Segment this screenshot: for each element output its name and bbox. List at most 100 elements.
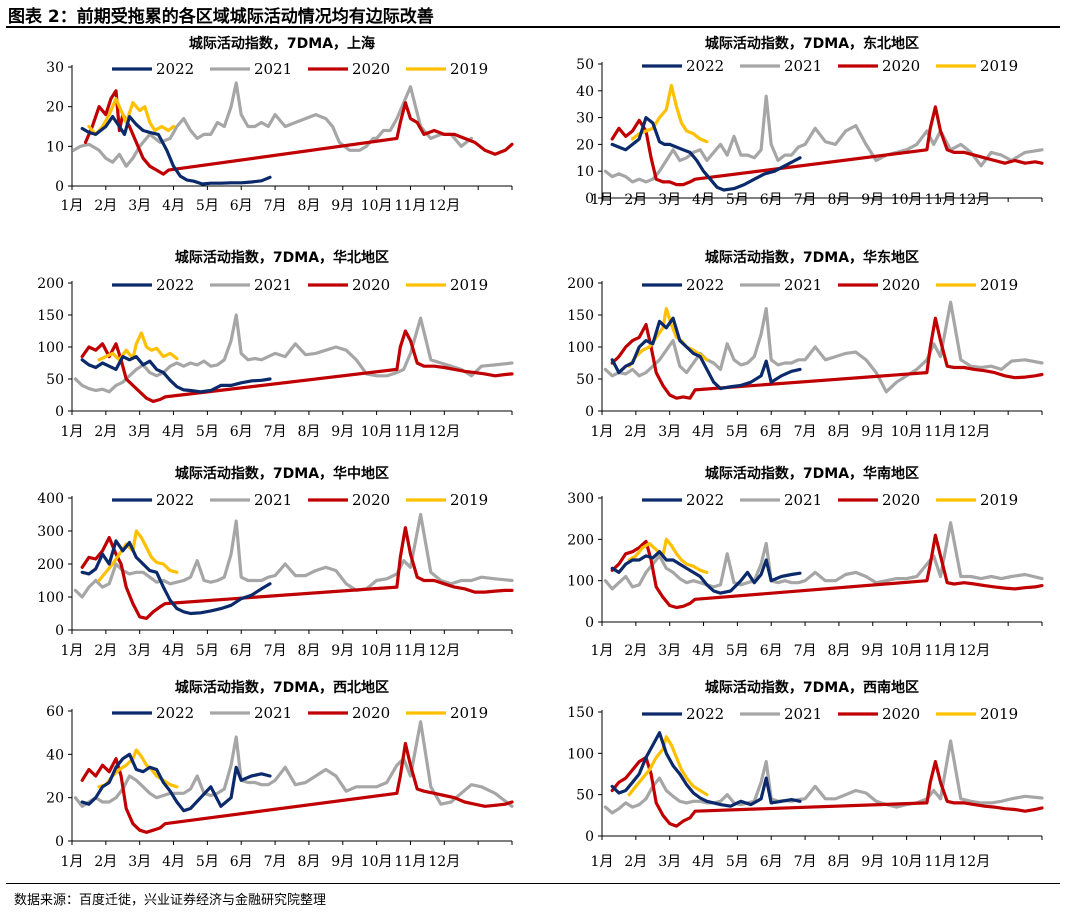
x-tick-label: 4月	[162, 198, 185, 214]
chart-svg-shanghai: 城际活动指数，7DMA，上海 0 10 20 30 1月 2月 3月 4月 5月 6月 7月 8月 9月 1…	[46, 35, 514, 214]
series-line-2022	[610, 731, 802, 808]
chart-title: 城际活动指数，7DMA，西北地区	[175, 679, 389, 696]
legend-label-2022: 2022	[156, 491, 194, 509]
x-tick-label: 11月	[925, 424, 957, 440]
chart-svg-northeast: 城际活动指数，7DMA，东北地区 0 10 20 30 40 50 1月 2月 3月 4月 5月 6月 7…	[576, 35, 1044, 208]
y-tick-label: 100	[37, 590, 64, 606]
y-tick-label: 0	[55, 834, 64, 850]
x-tick-label: 6月	[760, 424, 783, 440]
series-line-2022	[80, 115, 272, 186]
x-tick-label: 5月	[726, 424, 749, 440]
x-tick-label: 7月	[264, 643, 287, 659]
y-tick-label: 150	[567, 705, 594, 721]
chart-svg-east: 城际活动指数，7DMA，华东地区 0 50 100 150 200 1月 2月 3月 4月 5月 6月…	[567, 249, 1044, 440]
chart-title: 城际活动指数，7DMA，华中地区	[175, 465, 389, 482]
y-tick-label: 200	[567, 276, 594, 292]
series-line-2019	[627, 537, 709, 574]
legend-label-2021: 2021	[784, 57, 822, 75]
y-tick-label: 50	[576, 372, 594, 388]
x-tick-label: 6月	[760, 192, 783, 208]
legend-label-2022: 2022	[686, 276, 724, 294]
y-tick-label: 100	[567, 746, 594, 762]
x-tick-label: 8月	[297, 198, 320, 214]
x-tick-label: 2月	[94, 198, 117, 214]
x-tick-label: 10月	[361, 424, 393, 440]
chart-panel-north: 城际活动指数，7DMA，华北地区 0 50 100 150 200 1月 2月 3月 4月 5月 6月…	[10, 246, 530, 446]
series-line-2021	[72, 81, 473, 168]
x-tick-label: 12月	[958, 643, 990, 659]
y-tick-label: 60	[46, 704, 64, 720]
x-tick-label: 6月	[230, 854, 253, 870]
x-tick-label: 11月	[395, 643, 427, 659]
x-tick-label: 6月	[760, 854, 783, 870]
y-tick-label: 0	[585, 829, 594, 845]
series-line-2019	[97, 331, 179, 362]
series-line-2021	[603, 94, 1044, 184]
series-line-2020	[610, 316, 1044, 400]
x-tick-label: 1月	[61, 854, 84, 870]
x-tick-label: 3月	[658, 424, 681, 440]
chart-title: 城际活动指数，7DMA，上海	[189, 35, 375, 52]
x-tick-label: 8月	[827, 424, 850, 440]
legend-label-2019: 2019	[980, 705, 1018, 723]
x-tick-label: 9月	[861, 643, 884, 659]
y-tick-label: 300	[37, 524, 64, 540]
series-line-2019	[627, 307, 709, 368]
x-tick-label: 4月	[692, 854, 715, 870]
x-tick-label: 4月	[692, 424, 715, 440]
x-tick-label: 2月	[624, 854, 647, 870]
x-tick-label: 1月	[61, 424, 84, 440]
y-tick-label: 40	[46, 747, 64, 763]
legend-label-2022: 2022	[686, 57, 724, 75]
chart-svg-south: 城际活动指数，7DMA，华南地区 0 100 200 300 1月 2月 3月 4月 5月 6月 7月…	[567, 465, 1044, 659]
chart-panel-northwest: 城际活动指数，7DMA，西北地区 0 20 40 60 1月 2月 3月 4月 5月 6月 7月 8月 9…	[10, 676, 530, 876]
chart-panel-southwest: 城际活动指数，7DMA，西南地区 0 50 100 150 1月 2月 3月 4月 5月 6月 7月 8…	[540, 676, 1060, 876]
legend-label-2019: 2019	[980, 276, 1018, 294]
x-tick-label: 10月	[891, 192, 923, 208]
y-tick-label: 0	[585, 191, 594, 207]
y-tick-label: 20	[46, 791, 64, 807]
x-tick-label: 8月	[297, 424, 320, 440]
series-line-2022	[80, 355, 272, 394]
x-tick-label: 12月	[958, 192, 990, 208]
x-tick-label: 7月	[794, 192, 817, 208]
series-line-2021	[603, 521, 1044, 591]
legend-label-2020: 2020	[352, 60, 390, 78]
legend-label-2020: 2020	[882, 705, 920, 723]
chart-panel-east: 城际活动指数，7DMA，华东地区 0 50 100 150 200 1月 2月 3月 4月 5月 6月…	[540, 246, 1060, 446]
x-tick-label: 6月	[230, 424, 253, 440]
legend-label-2022: 2022	[156, 60, 194, 78]
x-tick-label: 7月	[794, 424, 817, 440]
x-tick-label: 1月	[591, 854, 614, 870]
x-tick-label: 11月	[925, 643, 957, 659]
x-tick-label: 12月	[428, 424, 460, 440]
y-tick-label: 50	[576, 57, 594, 73]
x-tick-label: 11月	[395, 198, 427, 214]
y-tick-label: 50	[46, 372, 64, 388]
series-line-2022	[610, 316, 802, 391]
x-tick-label: 11月	[395, 424, 427, 440]
x-tick-label: 2月	[624, 424, 647, 440]
x-tick-label: 9月	[861, 854, 884, 870]
x-tick-label: 11月	[925, 192, 957, 208]
x-tick-label: 1月	[591, 192, 614, 208]
x-tick-label: 8月	[827, 854, 850, 870]
x-tick-label: 6月	[230, 643, 253, 659]
x-tick-label: 2月	[624, 192, 647, 208]
y-tick-label: 0	[55, 623, 64, 639]
x-tick-label: 7月	[794, 854, 817, 870]
x-tick-label: 9月	[331, 643, 354, 659]
x-tick-label: 3月	[128, 424, 151, 440]
x-tick-label: 11月	[395, 854, 427, 870]
legend-label-2021: 2021	[254, 60, 292, 78]
x-tick-label: 5月	[196, 198, 219, 214]
x-tick-label: 5月	[196, 854, 219, 870]
y-tick-label: 0	[585, 404, 594, 420]
x-tick-label: 4月	[692, 643, 715, 659]
series-line-2022	[610, 116, 802, 192]
y-tick-label: 10	[576, 164, 594, 180]
series-line-2022	[80, 539, 272, 616]
series-line-2022	[610, 550, 802, 595]
x-tick-label: 5月	[196, 643, 219, 659]
x-tick-label: 4月	[162, 854, 185, 870]
